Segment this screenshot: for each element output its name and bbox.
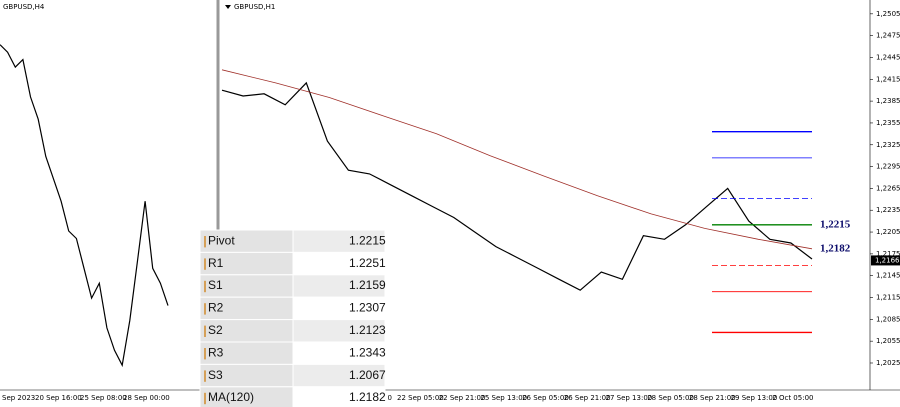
level-value: 1.2123 [349, 323, 386, 337]
level-annotation: 1,2182 [820, 242, 851, 254]
y-tick-label: 1,2505 [876, 10, 900, 18]
level-name: R3 [208, 345, 224, 359]
current-price-box [871, 255, 900, 266]
levels-table: Pivot 1.2215 R1 1.2251 S1 1.2159 R2 1.2307 S2 1.2… [199, 229, 386, 407]
x-tick-label: 27 Sep 13:00 [606, 394, 653, 402]
level-value: 1.2251 [349, 256, 386, 270]
x-tick-label: 28 Sep 21:00 [689, 394, 736, 402]
level-name: R1 [208, 256, 224, 270]
y-tick-label: 1,2475 [876, 32, 900, 40]
y-tick-label: 1,2235 [876, 206, 900, 214]
x-tick-label: 20 Sep 16:00 [35, 394, 82, 402]
x-tick-label: 25 Sep 08:00 [80, 394, 127, 402]
level-name: Pivot [208, 233, 235, 247]
y-tick-label: 1,2355 [876, 119, 900, 127]
level-value: 1.2067 [349, 368, 386, 382]
price-line [221, 81, 813, 291]
level-name: R2 [208, 301, 224, 315]
level-value: 1.2215 [349, 233, 386, 247]
menu-arrow [225, 5, 231, 9]
level-value: 1.2307 [349, 301, 386, 315]
level-name: S3 [208, 368, 223, 382]
y-tick-label: 1,2145 [876, 272, 900, 280]
x-tick-label: 0 [388, 394, 392, 402]
y-tick-label: 1,2175 [876, 250, 900, 258]
chart-title: GBPUSD,H4 [3, 3, 45, 11]
x-tick-label: Sep 2023 [2, 394, 35, 402]
current-price-label: 1,2166 [875, 256, 900, 264]
x-tick-label: 29 Sep 13:00 [731, 394, 778, 402]
y-tick-label: 1,2025 [876, 359, 900, 367]
level-value: 1.2343 [349, 345, 386, 359]
chart-title: GBPUSD,H1 [234, 3, 275, 11]
y-tick-label: 1,2085 [876, 315, 900, 323]
y-tick-label: 1,2055 [876, 337, 900, 345]
ma-line [221, 69, 813, 250]
level-value: 1.2159 [349, 278, 386, 292]
x-tick-label: 22 Sep 21:00 [439, 394, 486, 402]
level-value: 1.2182 [349, 390, 386, 404]
y-tick-label: 1,2415 [876, 75, 900, 83]
x-tick-label: 26 Sep 05:00 [522, 394, 569, 402]
y-tick-label: 1,2205 [876, 228, 900, 236]
y-tick-label: 1,2295 [876, 163, 900, 171]
level-name: S1 [208, 278, 223, 292]
y-tick-label: 1,2385 [876, 97, 900, 105]
level-annotation: 1,2215 [820, 218, 851, 230]
x-tick-label: 25 Sep 13:00 [480, 394, 527, 402]
y-tick-label: 1,2265 [876, 184, 900, 192]
x-tick-label: 26 Sep 21:00 [564, 394, 611, 402]
x-tick-label: 2 Oct 05:00 [772, 394, 813, 402]
y-tick-label: 1,2115 [876, 294, 900, 302]
x-tick-label: 22 Sep 05:00 [397, 394, 444, 402]
x-tick-label: 28 Sep 00:00 [123, 394, 170, 402]
level-name: S2 [208, 323, 223, 337]
y-tick-label: 1,2325 [876, 141, 900, 149]
y-tick-label: 1,2445 [876, 53, 900, 61]
x-tick-label: 28 Sep 05:00 [647, 394, 694, 402]
level-name: MA(120) [208, 390, 254, 404]
price-line [0, 44, 169, 368]
value-cell [292, 386, 386, 407]
